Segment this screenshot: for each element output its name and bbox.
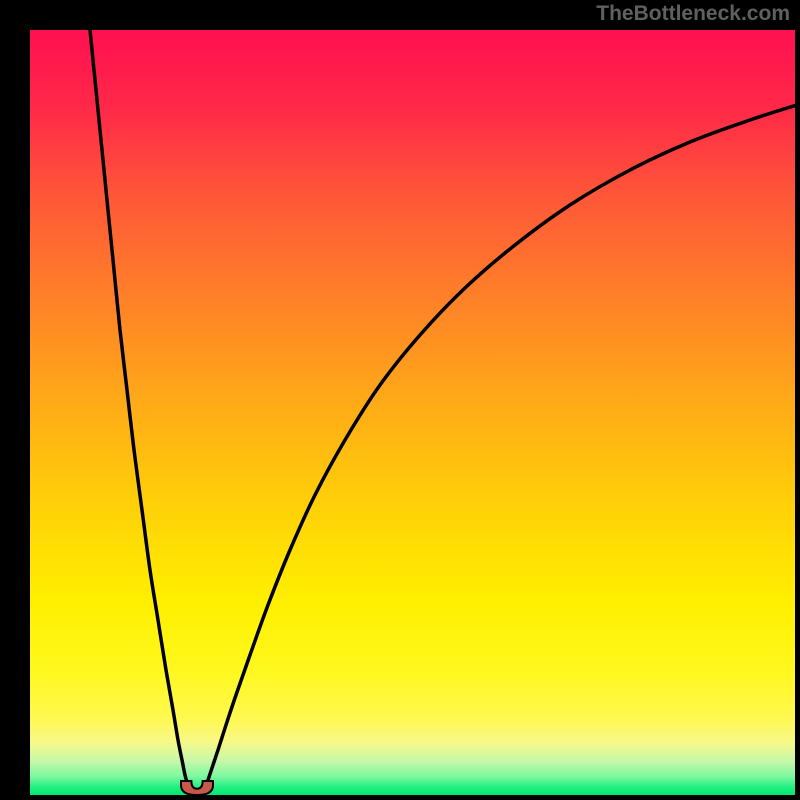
curve-right-branch [205, 97, 795, 788]
chart-container: TheBottleneck.com [0, 0, 800, 800]
curve-bottom-lobe [181, 781, 213, 795]
watermark-text: TheBottleneck.com [596, 2, 790, 26]
plot-area [30, 30, 795, 795]
bottleneck-curve [30, 30, 795, 795]
curve-left-branch [90, 30, 189, 788]
